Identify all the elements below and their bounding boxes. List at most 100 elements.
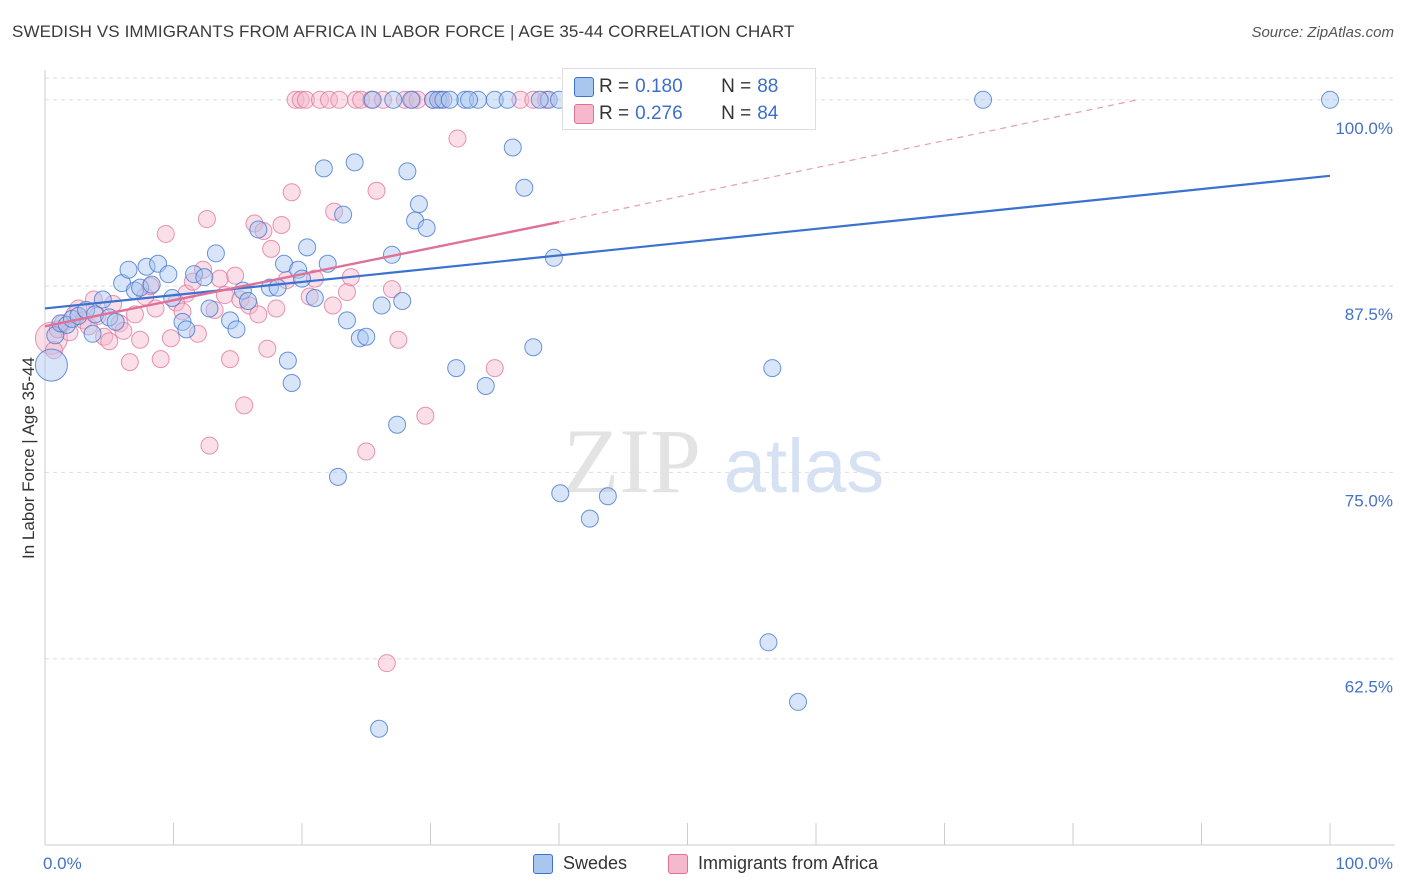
swede-point — [398, 162, 417, 181]
africa-point — [389, 330, 408, 349]
swede-point — [177, 320, 196, 339]
swede-point — [278, 351, 297, 370]
swede-point — [974, 90, 993, 109]
africa-point — [210, 269, 229, 288]
africa-point — [448, 129, 467, 148]
africa-n-label: N = — [721, 103, 752, 124]
africa-point — [485, 359, 504, 378]
swede-point — [345, 153, 364, 172]
y-axis-label: In Labor Force | Age 35-44 — [19, 357, 38, 559]
swede-point — [200, 299, 219, 318]
swede-point — [260, 278, 279, 297]
swede-point — [384, 90, 403, 109]
africa-point — [131, 330, 150, 349]
swede-point — [282, 373, 301, 392]
africa-point — [282, 183, 301, 202]
swede-point — [334, 205, 353, 224]
swede-point — [580, 509, 599, 528]
swede-point — [409, 195, 428, 214]
swede-point — [227, 320, 246, 339]
watermark-zip: ZIP — [563, 410, 701, 512]
africa-point — [194, 260, 213, 279]
swede-point — [163, 289, 182, 308]
swede-point — [515, 178, 534, 197]
swede-point — [434, 90, 453, 109]
stats-legend: R = 0.180 N = 88 R = 0.276 N = 84 — [562, 68, 816, 130]
swede-point — [530, 90, 549, 109]
africa-point — [262, 239, 281, 258]
swede-point — [763, 359, 782, 378]
africa-point — [156, 224, 175, 243]
swede-point — [83, 324, 102, 343]
africa-r-label: R = — [599, 103, 630, 124]
y-tick-label: 87.5% — [1345, 305, 1393, 324]
chart-title: SWEDISH VS IMMIGRANTS FROM AFRICA IN LAB… — [12, 22, 795, 41]
legend-africa-swatch — [668, 853, 688, 874]
africa-point — [272, 216, 291, 234]
swede-point — [221, 311, 240, 330]
swede-point — [388, 415, 407, 434]
legend-swedes-label: Swedes — [563, 853, 628, 873]
swede-point — [131, 278, 150, 297]
africa-point — [286, 90, 305, 109]
series-africa-points — [34, 90, 620, 673]
swede-point — [456, 90, 475, 109]
stats-row-swedes: R = 0.180 N = 88 — [574, 74, 778, 100]
africa-point — [34, 321, 68, 355]
y-tick-label: 75.0% — [1345, 491, 1393, 510]
swede-point — [93, 290, 112, 309]
africa-point — [151, 350, 170, 369]
bottom-legend: Swedes Immigrants from Africa — [0, 850, 1406, 880]
africa-point — [382, 280, 401, 299]
africa-point — [249, 305, 268, 324]
swede-point — [298, 238, 317, 257]
legend-item-swedes[interactable]: Swedes — [533, 853, 627, 874]
watermark-atlas: atlas — [724, 424, 885, 509]
swedes-n-label: N = — [721, 76, 752, 97]
africa-point — [367, 181, 386, 200]
y-tick-label: 100.0% — [1335, 119, 1393, 138]
legend-swedes-swatch — [533, 853, 553, 874]
swede-point — [314, 159, 333, 178]
swede-point — [759, 633, 778, 652]
swede-point — [551, 484, 570, 503]
africa-point — [120, 353, 139, 372]
swedes-r-value: 0.180 — [635, 76, 683, 97]
africa-point — [416, 406, 435, 425]
swede-point — [185, 265, 204, 284]
africa-trend-line — [44, 220, 560, 328]
swede-point — [598, 487, 617, 506]
africa-point — [377, 654, 396, 673]
swede-point — [440, 90, 459, 109]
swede-point — [417, 218, 436, 237]
gridlines — [45, 77, 1395, 660]
swede-point — [159, 265, 178, 284]
africa-point — [357, 442, 376, 461]
swede-point — [544, 248, 563, 267]
africa-point — [408, 90, 427, 109]
swede-point — [402, 90, 421, 109]
swede-point — [498, 90, 517, 109]
swede-point — [142, 275, 161, 294]
africa-point — [319, 90, 338, 109]
watermark: ZIP atlas — [563, 410, 884, 512]
africa-point — [330, 90, 349, 109]
swedes-trend-line — [44, 174, 1331, 310]
africa-point — [373, 90, 392, 109]
swede-point — [137, 257, 156, 276]
africa-point — [323, 296, 342, 315]
africa-point — [258, 339, 277, 358]
stats-row-africa: R = 0.276 N = 84 — [574, 101, 779, 127]
legend-item-africa[interactable]: Immigrants from Africa — [668, 853, 878, 874]
africa-point — [511, 90, 530, 109]
africa-point — [235, 396, 254, 415]
swede-point — [370, 719, 389, 738]
swede-point — [268, 278, 287, 297]
swede-point — [46, 326, 65, 345]
swede-point — [393, 292, 412, 311]
africa-point — [226, 266, 245, 285]
swede-point — [524, 338, 543, 357]
africa-point — [221, 350, 240, 369]
africa-n-value: 84 — [757, 103, 779, 124]
